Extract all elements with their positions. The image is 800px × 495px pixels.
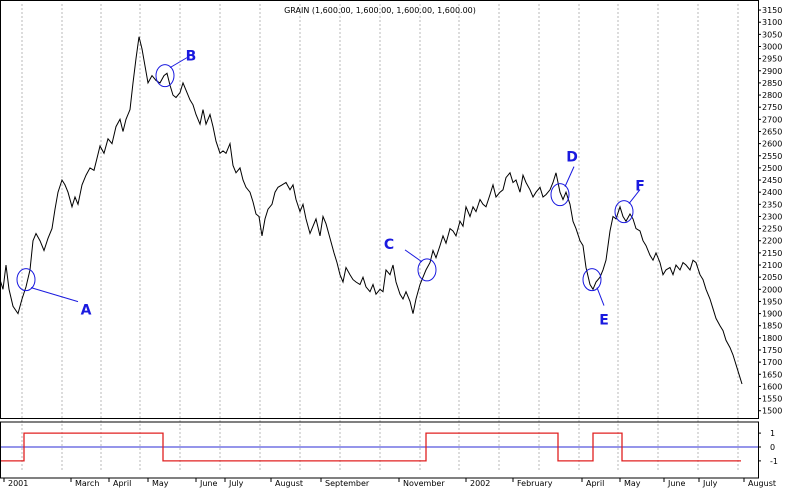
x-month-label: April [113,479,131,488]
x-month-label: June [199,479,218,488]
x-month-label: 2001 [8,479,28,488]
x-month-label: 2002 [470,479,490,488]
y-tick-label: 2900 [762,67,782,76]
main-price-panel: A B C D E F [0,36,743,385]
annotation-circle-d [550,183,570,207]
y-tick-label: 2950 [762,55,782,64]
annotation-leader-d [564,166,575,187]
y-tick-label: 1750 [762,346,782,355]
y-tick-label: 2300 [762,212,782,221]
annotation-label-a: A [81,303,92,319]
annotation-label-d: D [566,150,578,166]
x-month-label: November [403,479,445,488]
chart-title: GRAIN (1,600.00, 1,600.00, 1,600.00, 1,6… [284,6,476,15]
y-tick-label: 1900 [762,310,782,319]
y-tick-label: 3050 [762,30,782,39]
y-tick-label: 3100 [762,18,782,27]
y-tick-label: 2400 [762,188,782,197]
indicator-tick-label: 0 [770,443,775,452]
y-tick-label: 2100 [762,261,782,270]
y-tick-label: 1700 [762,358,782,367]
y-tick-label: 2500 [762,164,782,173]
annotation-label-b: B [186,49,197,65]
y-tick-label: 2650 [762,127,782,136]
y-tick-label: 2200 [762,237,782,246]
x-month-label: May [624,479,641,488]
indicator-panel-frame [0,421,759,479]
x-month-label: September [325,479,370,488]
annotation-leader-f [628,189,641,204]
annotation-circle-f [614,200,634,224]
x-month-label: July [228,479,244,488]
y-tick-label: 2850 [762,79,782,88]
y-tick-label: 1800 [762,334,782,343]
y-tick-label: 2750 [762,103,782,112]
x-month-label: April [586,479,604,488]
y-tick-label: 2800 [762,91,782,100]
x-month-label: February [517,479,553,488]
main-panel-frame [0,0,759,419]
annotation-circle-c [417,258,437,282]
x-month-label: August [748,479,776,488]
y-tick-label: 3000 [762,42,782,51]
y-tick-label: 1850 [762,322,782,331]
y-tick-label: 3150 [762,6,782,15]
annotation-circle-b [155,64,175,88]
y-tick-label: 1550 [762,395,782,404]
y-tick-label: 2050 [762,273,782,282]
y-tick-label: 1500 [762,407,782,416]
indicator-tick-label: 1 [770,429,775,438]
indicator-tick-label: -1 [770,457,778,466]
annotation-circle-e [582,268,602,292]
annotation-circle-a [16,268,36,292]
indicator-step-line [0,432,741,462]
annotation-label-f: F [635,179,645,195]
y-tick-label: 1950 [762,297,782,306]
axis-layer: 1500 1550 1600 1650 1700 1750 1800 1850 1900 1950… [0,0,782,488]
x-month-label: July [702,479,718,488]
y-tick-label: 2000 [762,285,782,294]
price-line [0,36,743,385]
annotation-leader-c [404,249,423,263]
y-tick-label: 2150 [762,249,782,258]
x-month-label: June [667,479,686,488]
indicator-panel [0,432,758,462]
x-month-label: May [152,479,169,488]
annotation-leader-e [596,287,605,306]
x-month-label: March [75,479,99,488]
y-tick-label: 2700 [762,115,782,124]
grid-layer [21,4,739,472]
annotation-leader-a [30,287,79,303]
y-tick-label: 1600 [762,382,782,391]
y-tick-label: 2450 [762,176,782,185]
y-tick-label: 2550 [762,152,782,161]
annotation-label-e: E [599,313,609,329]
y-tick-label: 2600 [762,140,782,149]
x-month-label: August [275,479,303,488]
y-tick-label: 1650 [762,370,782,379]
y-tick-label: 2250 [762,225,782,234]
y-tick-label: 2350 [762,200,782,209]
annotation-label-c: C [384,237,394,253]
annotation-leader-b [169,57,188,69]
